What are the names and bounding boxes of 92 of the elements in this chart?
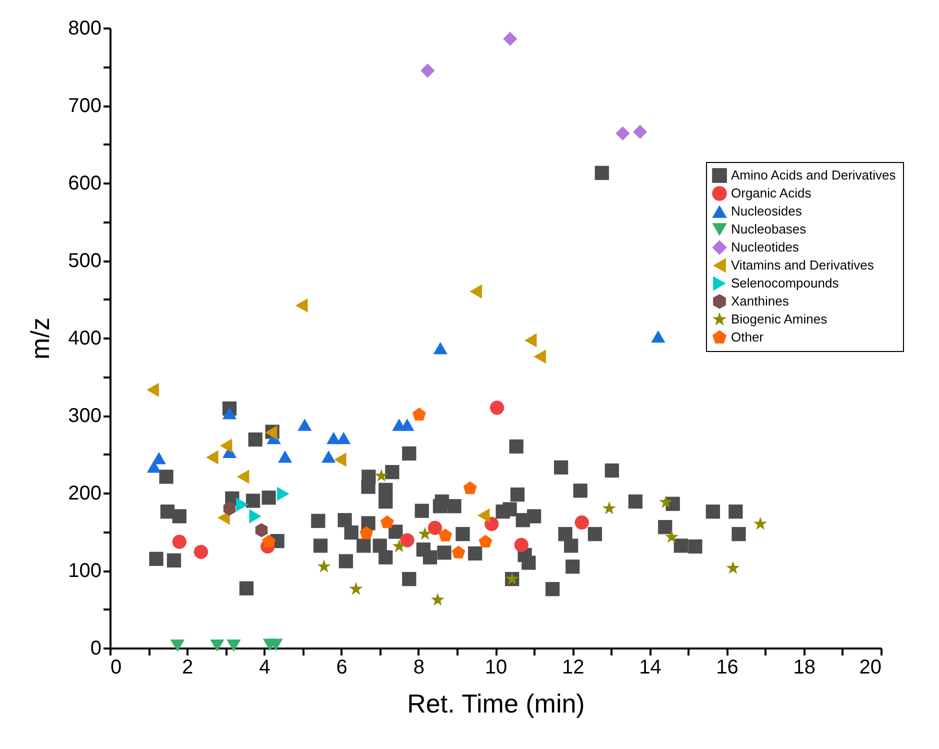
point [484, 516, 499, 532]
point [210, 640, 224, 652]
x-tick-label: 0 [110, 656, 122, 678]
y-axis-title: m/z [25, 318, 56, 360]
y-tick-label: 300 [68, 405, 102, 427]
point [334, 452, 346, 467]
legend-label: Xanthines [731, 294, 790, 308]
point [276, 486, 290, 501]
y-tick-label: 200 [68, 482, 102, 504]
point [262, 534, 276, 548]
point [222, 407, 237, 420]
point [514, 538, 528, 552]
x-tick-label: 12 [562, 656, 584, 678]
legend-label: Vitamins and Derivatives [731, 258, 874, 272]
x-tick-label: 6 [336, 656, 348, 678]
y-tick-label: 0 [90, 638, 102, 660]
point [651, 330, 666, 343]
point [463, 481, 477, 494]
point [206, 450, 218, 464]
point [428, 520, 442, 535]
point [268, 638, 283, 652]
point [278, 450, 292, 463]
point [664, 530, 678, 543]
x-tick-label: 16 [716, 656, 738, 678]
point [400, 418, 414, 431]
point [322, 450, 336, 463]
legend-label: Nucleosides [731, 204, 802, 218]
y-tick-label: 500 [68, 250, 102, 272]
y-tick-label: 100 [68, 560, 102, 582]
point [326, 432, 341, 444]
point [146, 382, 159, 397]
legend-label: Organic Acids [731, 186, 812, 200]
point [470, 284, 482, 299]
point [602, 501, 616, 514]
legend-label: Amino Acids and Derivatives [731, 168, 896, 182]
point [236, 470, 250, 484]
x-tick-label: 2 [182, 656, 194, 678]
point [317, 560, 331, 572]
point [478, 534, 492, 548]
x-tick-label: 10 [484, 656, 508, 678]
point [249, 509, 262, 524]
y-tick-label: 800 [68, 18, 102, 40]
legend-label: Selenocompounds [731, 276, 840, 290]
point [490, 400, 504, 415]
x-tick-label: 18 [793, 656, 816, 678]
y-tick-label: 600 [68, 172, 102, 194]
point [255, 523, 268, 538]
point [349, 582, 363, 595]
point [420, 64, 435, 78]
point [220, 438, 232, 453]
x-tick-label: 14 [639, 656, 662, 678]
point [726, 561, 740, 574]
point [170, 640, 185, 652]
point [418, 527, 432, 540]
point [632, 124, 648, 139]
point [477, 508, 490, 523]
point [236, 498, 248, 512]
point [380, 515, 394, 528]
point [574, 515, 589, 530]
point [194, 544, 208, 559]
point [400, 533, 414, 548]
point [503, 32, 518, 46]
point [616, 126, 630, 140]
point [524, 333, 537, 348]
point [430, 592, 444, 606]
point [295, 298, 308, 313]
x-tick-label: 4 [259, 656, 270, 678]
point [659, 495, 673, 508]
x-tick-label: 8 [413, 656, 424, 678]
point [146, 460, 162, 473]
legend-label: Biogenic Amines [731, 312, 828, 326]
point [336, 432, 351, 444]
x-tick-label: 20 [859, 656, 882, 678]
point [412, 408, 426, 420]
point [438, 528, 452, 542]
point [534, 350, 546, 364]
legend-label: Nucleobases [731, 222, 807, 236]
point [433, 342, 448, 354]
point [754, 516, 768, 530]
point [172, 534, 186, 549]
y-tick-label: 700 [68, 95, 102, 117]
legend-label: Other [731, 330, 764, 344]
y-tick-label: 400 [68, 328, 102, 350]
point [392, 539, 406, 552]
point [223, 501, 236, 516]
point [360, 526, 374, 540]
point [226, 640, 241, 652]
point [452, 546, 466, 558]
point [374, 468, 388, 482]
legend-label: Nucleotides [731, 240, 800, 254]
x-axis-title: Ret. Time (min) [407, 688, 585, 718]
point [298, 418, 312, 431]
